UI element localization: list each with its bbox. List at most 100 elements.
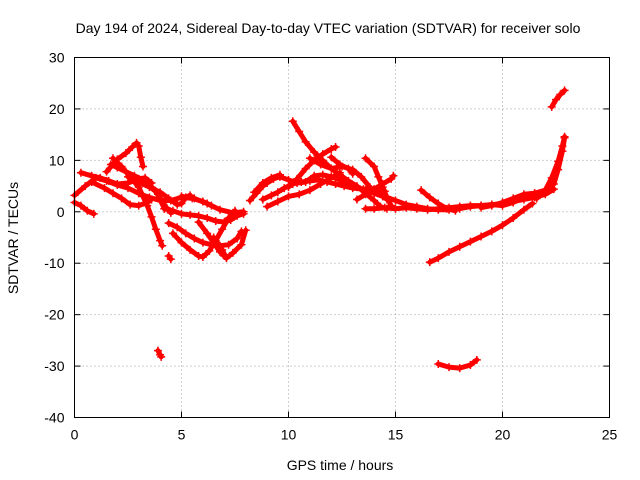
data-point — [295, 127, 304, 136]
series-line — [549, 87, 568, 110]
data-point — [293, 174, 302, 183]
data-point — [124, 172, 132, 181]
data-point — [352, 182, 361, 191]
data-point — [331, 142, 340, 151]
series-track-34 — [547, 86, 569, 111]
data-point — [327, 173, 336, 182]
data-point — [245, 196, 254, 205]
data-point — [434, 254, 443, 263]
data-point — [250, 188, 259, 197]
data-point — [157, 352, 166, 361]
data-point — [357, 172, 366, 181]
y-tick-label: -40 — [44, 410, 64, 426]
data-point — [218, 225, 227, 234]
y-tick-label: 0 — [57, 204, 65, 220]
data-point — [237, 240, 246, 249]
grid — [74, 57, 610, 418]
data-point — [370, 162, 379, 171]
data-point — [382, 193, 391, 202]
data-point — [380, 203, 389, 212]
data-point — [455, 204, 464, 213]
data-point — [434, 360, 443, 369]
data-point — [370, 204, 379, 213]
data-point — [158, 197, 167, 206]
data-point — [177, 192, 186, 201]
data-point — [374, 189, 383, 198]
data-point — [509, 194, 518, 203]
series-track-24 — [327, 153, 357, 178]
data-point — [547, 102, 556, 111]
data-point — [190, 194, 199, 203]
data-point — [310, 148, 319, 157]
series-track-05 — [102, 138, 147, 176]
data-point — [267, 191, 276, 200]
data-point — [143, 201, 152, 210]
data-point — [117, 194, 126, 203]
x-tick-label: 15 — [388, 427, 404, 443]
series-line — [170, 208, 238, 260]
data-point — [295, 190, 304, 199]
data-point — [233, 234, 242, 243]
y-tick-label: -20 — [44, 307, 64, 323]
data-point — [173, 200, 182, 209]
data-point — [138, 162, 147, 171]
data-point — [109, 189, 118, 198]
data-point — [466, 202, 475, 211]
data-point — [173, 223, 182, 232]
data-point — [391, 196, 400, 205]
data-point — [352, 195, 361, 204]
series-track-10 — [164, 252, 175, 264]
data-point — [348, 169, 357, 178]
data-point — [288, 117, 297, 126]
data-point — [318, 170, 327, 179]
series-track-15 — [177, 192, 248, 217]
plot-area — [70, 86, 569, 373]
data-point — [177, 209, 186, 218]
data-point — [412, 202, 421, 211]
x-tick-label: 20 — [495, 427, 511, 443]
data-point — [554, 157, 563, 166]
data-point — [344, 176, 353, 185]
y-tick-label: 20 — [49, 101, 65, 117]
data-point — [477, 203, 486, 212]
data-point — [156, 236, 165, 245]
y-tick-label: 10 — [49, 152, 65, 168]
data-point — [284, 192, 293, 201]
series-track-30 — [417, 186, 460, 215]
data-point — [117, 162, 126, 171]
y-tick-label: -10 — [44, 255, 64, 271]
data-point — [556, 90, 565, 99]
data-point — [532, 194, 541, 203]
data-point — [370, 185, 379, 194]
data-point — [136, 153, 145, 162]
series-track-25 — [263, 168, 344, 211]
data-point — [164, 219, 173, 228]
data-point — [445, 363, 453, 372]
data-point — [466, 361, 475, 370]
data-point — [487, 227, 496, 236]
data-point — [241, 226, 250, 235]
data-point — [164, 194, 173, 203]
data-point — [216, 205, 225, 214]
data-point — [530, 189, 539, 198]
plot-frame — [74, 57, 610, 418]
data-point — [297, 177, 306, 186]
data-point — [121, 149, 130, 158]
x-tick-label: 10 — [281, 427, 297, 443]
data-point — [477, 232, 486, 241]
x-tick-label: 5 — [178, 427, 186, 443]
data-point — [109, 154, 118, 163]
data-point — [198, 238, 207, 247]
series-line — [251, 172, 283, 195]
data-point — [316, 160, 325, 169]
data-point — [466, 237, 475, 246]
data-point — [228, 208, 237, 217]
series-line — [264, 170, 343, 210]
data-point — [560, 132, 569, 141]
data-point — [370, 196, 379, 205]
data-point — [451, 206, 460, 215]
data-point — [472, 355, 481, 364]
data-point — [239, 207, 248, 216]
data-point — [203, 199, 212, 208]
chart-title: Day 194 of 2024, Sidereal Day-to-day VTE… — [76, 20, 581, 36]
